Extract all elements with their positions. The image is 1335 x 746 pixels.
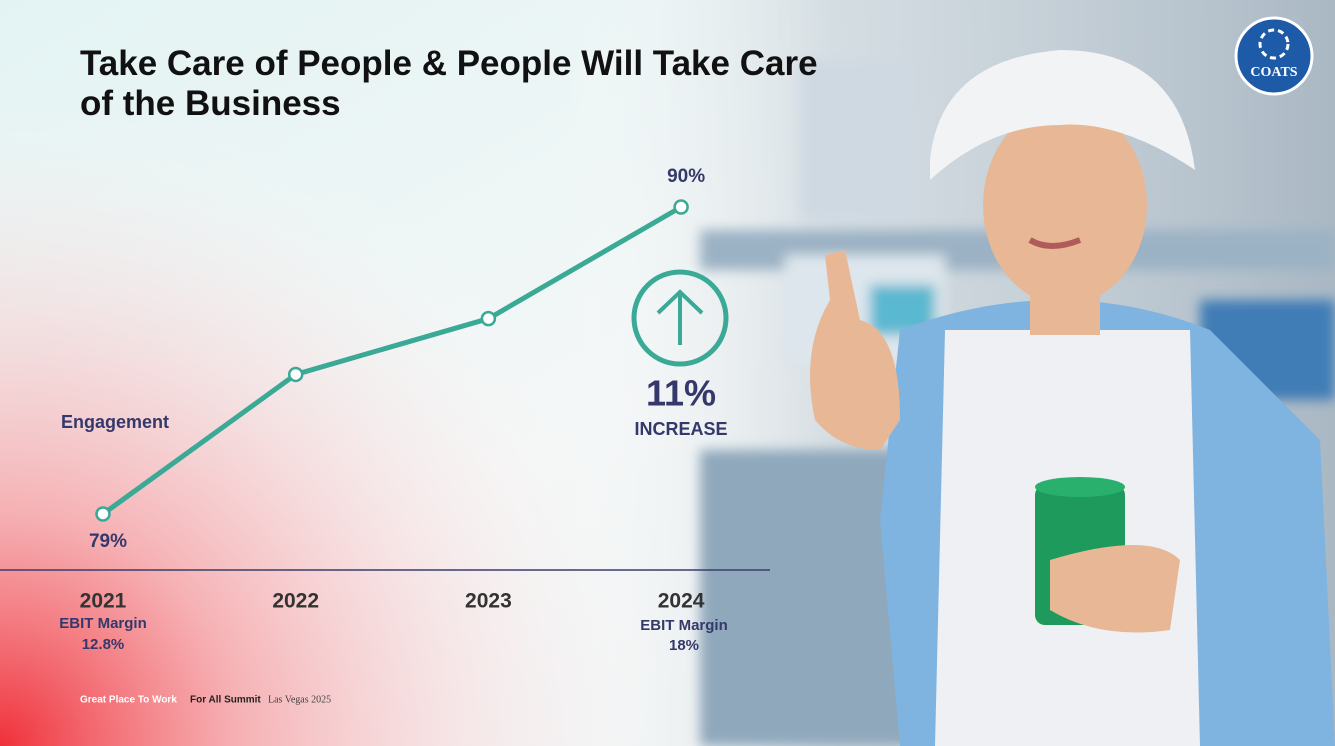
point (480, 310, 497, 327)
ebit-value: 12.8% (82, 636, 125, 653)
footer-text: For All Summit (190, 695, 261, 706)
increase-icon (631, 269, 729, 367)
footer-text: Las Vegas 2025 (268, 694, 331, 705)
annotation-value: 11% (646, 373, 716, 414)
footer-text: Great Place To Work (80, 695, 177, 706)
x-tick-label: 2021 (80, 590, 127, 613)
point (287, 366, 304, 383)
x-tick-label: 2022 (272, 590, 319, 613)
value-label: 90% (667, 166, 705, 187)
logo (1234, 16, 1314, 96)
slide-title: Take Care of People & People Will Take C… (80, 44, 818, 123)
ebit-value: 18% (669, 637, 699, 654)
line (101, 204, 683, 517)
logo-text: COATS (1250, 65, 1297, 80)
point (95, 506, 111, 522)
annotation-label: INCREASE (634, 419, 727, 439)
logo-mark (1258, 28, 1290, 60)
ebit-label: EBIT Margin (59, 615, 147, 632)
value-label: 79% (89, 531, 127, 552)
ebit-label: EBIT Margin (640, 617, 728, 634)
x-tick-label: 2024 (658, 590, 705, 613)
point (673, 199, 689, 215)
person (810, 50, 1335, 746)
red-glow (0, 0, 760, 746)
series-label: Engagement (61, 412, 169, 432)
up-arrow (656, 289, 704, 345)
x-tick-label: 2023 (465, 590, 512, 613)
